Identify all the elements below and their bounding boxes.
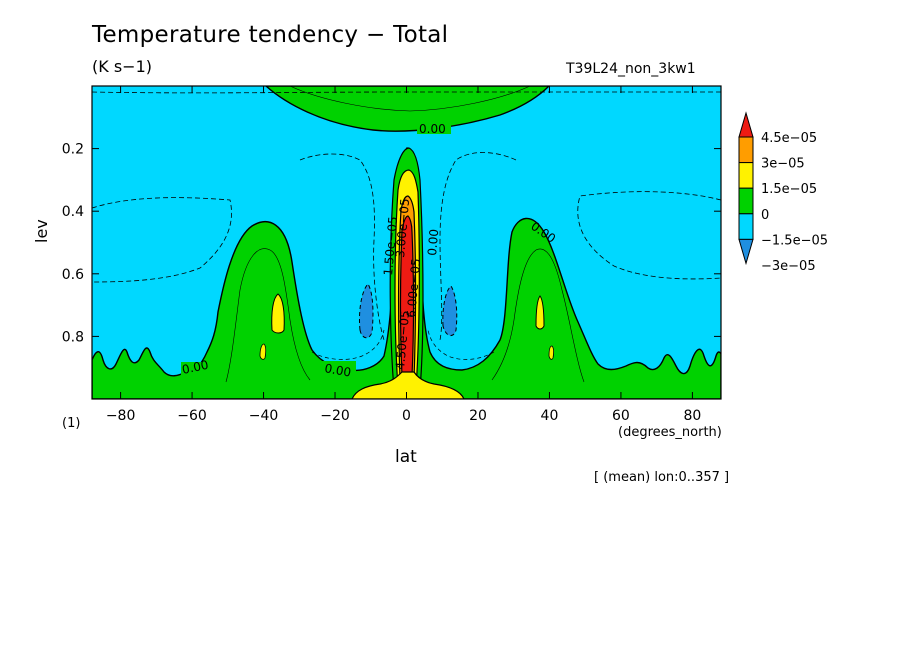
chart-title: Temperature tendency − Total — [92, 22, 449, 48]
contour-label-bg-3 — [322, 361, 356, 374]
tower-red — [399, 215, 415, 377]
colorbar-label: 4.5e−05 — [761, 131, 817, 146]
contour-label-left: 0.00 — [181, 358, 210, 377]
colorbar-label: 3e−05 — [761, 157, 805, 172]
dashed-contour-right-top — [577, 191, 721, 280]
blue-cell-left — [359, 283, 374, 339]
inner-contour-right — [491, 248, 585, 383]
dashed-contour-left-mid — [299, 153, 385, 341]
contour-label-right-vertical: 0.00 — [425, 228, 441, 256]
surface-yellow-center — [351, 371, 465, 399]
dashed-contour-left-top — [92, 197, 232, 283]
contour-field — [92, 86, 721, 399]
x-axis-label: lat — [395, 447, 417, 467]
colorbar-label: −3e−05 — [761, 259, 816, 274]
colorbar-swatch — [738, 187, 754, 215]
contour-label-tower-2: 3.00e−05 — [393, 198, 412, 258]
x-tick-label: −40 — [249, 408, 279, 424]
colorbar-swatch — [738, 162, 754, 189]
y-tick-label: 0.6 — [62, 267, 84, 283]
x-tick-label: 80 — [683, 408, 701, 424]
x-tick-label: 0 — [402, 408, 411, 424]
y-tick-label: 0.2 — [62, 142, 84, 158]
inner-contour-left — [225, 248, 311, 383]
yellow-cell-left — [271, 293, 285, 334]
contour-label-mid-left: 0.00 — [323, 361, 352, 379]
yellow-speck-1 — [259, 343, 267, 360]
colorbar-label: 1.5e−05 — [761, 182, 817, 197]
contour-label-bg-2 — [181, 362, 215, 375]
x-ticks: −80 −60 −40 −20 0 20 40 60 80 — [106, 86, 701, 424]
yellow-speck-2 — [548, 345, 555, 360]
contour-label-tower-4: 4.50e−05 — [393, 310, 412, 370]
colorbar-swatch — [738, 213, 754, 240]
y-tick-label: 0.8 — [62, 329, 84, 345]
dashed-contour-inner-left — [311, 329, 385, 360]
run-label: T39L24_non_3kw1 — [566, 61, 696, 77]
figure-number: (1) — [62, 416, 81, 431]
x-tick-label: 40 — [541, 408, 559, 424]
y-tick-label: 0.4 — [62, 204, 84, 220]
contour-label-bg-1 — [417, 121, 451, 134]
yellow-cell-right — [535, 295, 545, 330]
x-tick-label: 20 — [469, 408, 487, 424]
x-tick-label: −80 — [106, 408, 136, 424]
colorbar-triangle-low — [738, 238, 754, 266]
colorbar-swatch — [738, 136, 754, 164]
x-axis-units: (degrees_north) — [618, 425, 722, 440]
contour-label-tower-1: 1.50e−05 — [381, 216, 400, 276]
dashed-contour-right-mid — [439, 152, 517, 341]
colorbar-label: 0 — [761, 208, 769, 223]
x-tick-label: 60 — [612, 408, 630, 424]
colorbar: 4.5e−05 3e−05 1.5e−05 0 −1.5e−05 −3e−05 — [738, 111, 828, 274]
colorbar-triangle-high — [738, 111, 754, 138]
stratosphere-lobe-inner — [289, 86, 531, 112]
blue-cell-right — [442, 285, 458, 336]
colorbar-label: −1.5e−05 — [761, 233, 828, 248]
contour-label-top: 0.00 — [419, 122, 446, 136]
x-tick-label: −60 — [177, 408, 207, 424]
footer-note: [ (mean) lon:0..357 ] — [594, 470, 730, 485]
x-tick-label: −20 — [320, 408, 350, 424]
y-ticks: 0.2 0.4 0.6 0.8 — [62, 142, 721, 345]
chart-units: (K s−1) — [92, 57, 152, 76]
contour-label-tower-3: 6.00e−05 — [404, 258, 423, 318]
dashed-contour-inner-right — [427, 329, 495, 360]
